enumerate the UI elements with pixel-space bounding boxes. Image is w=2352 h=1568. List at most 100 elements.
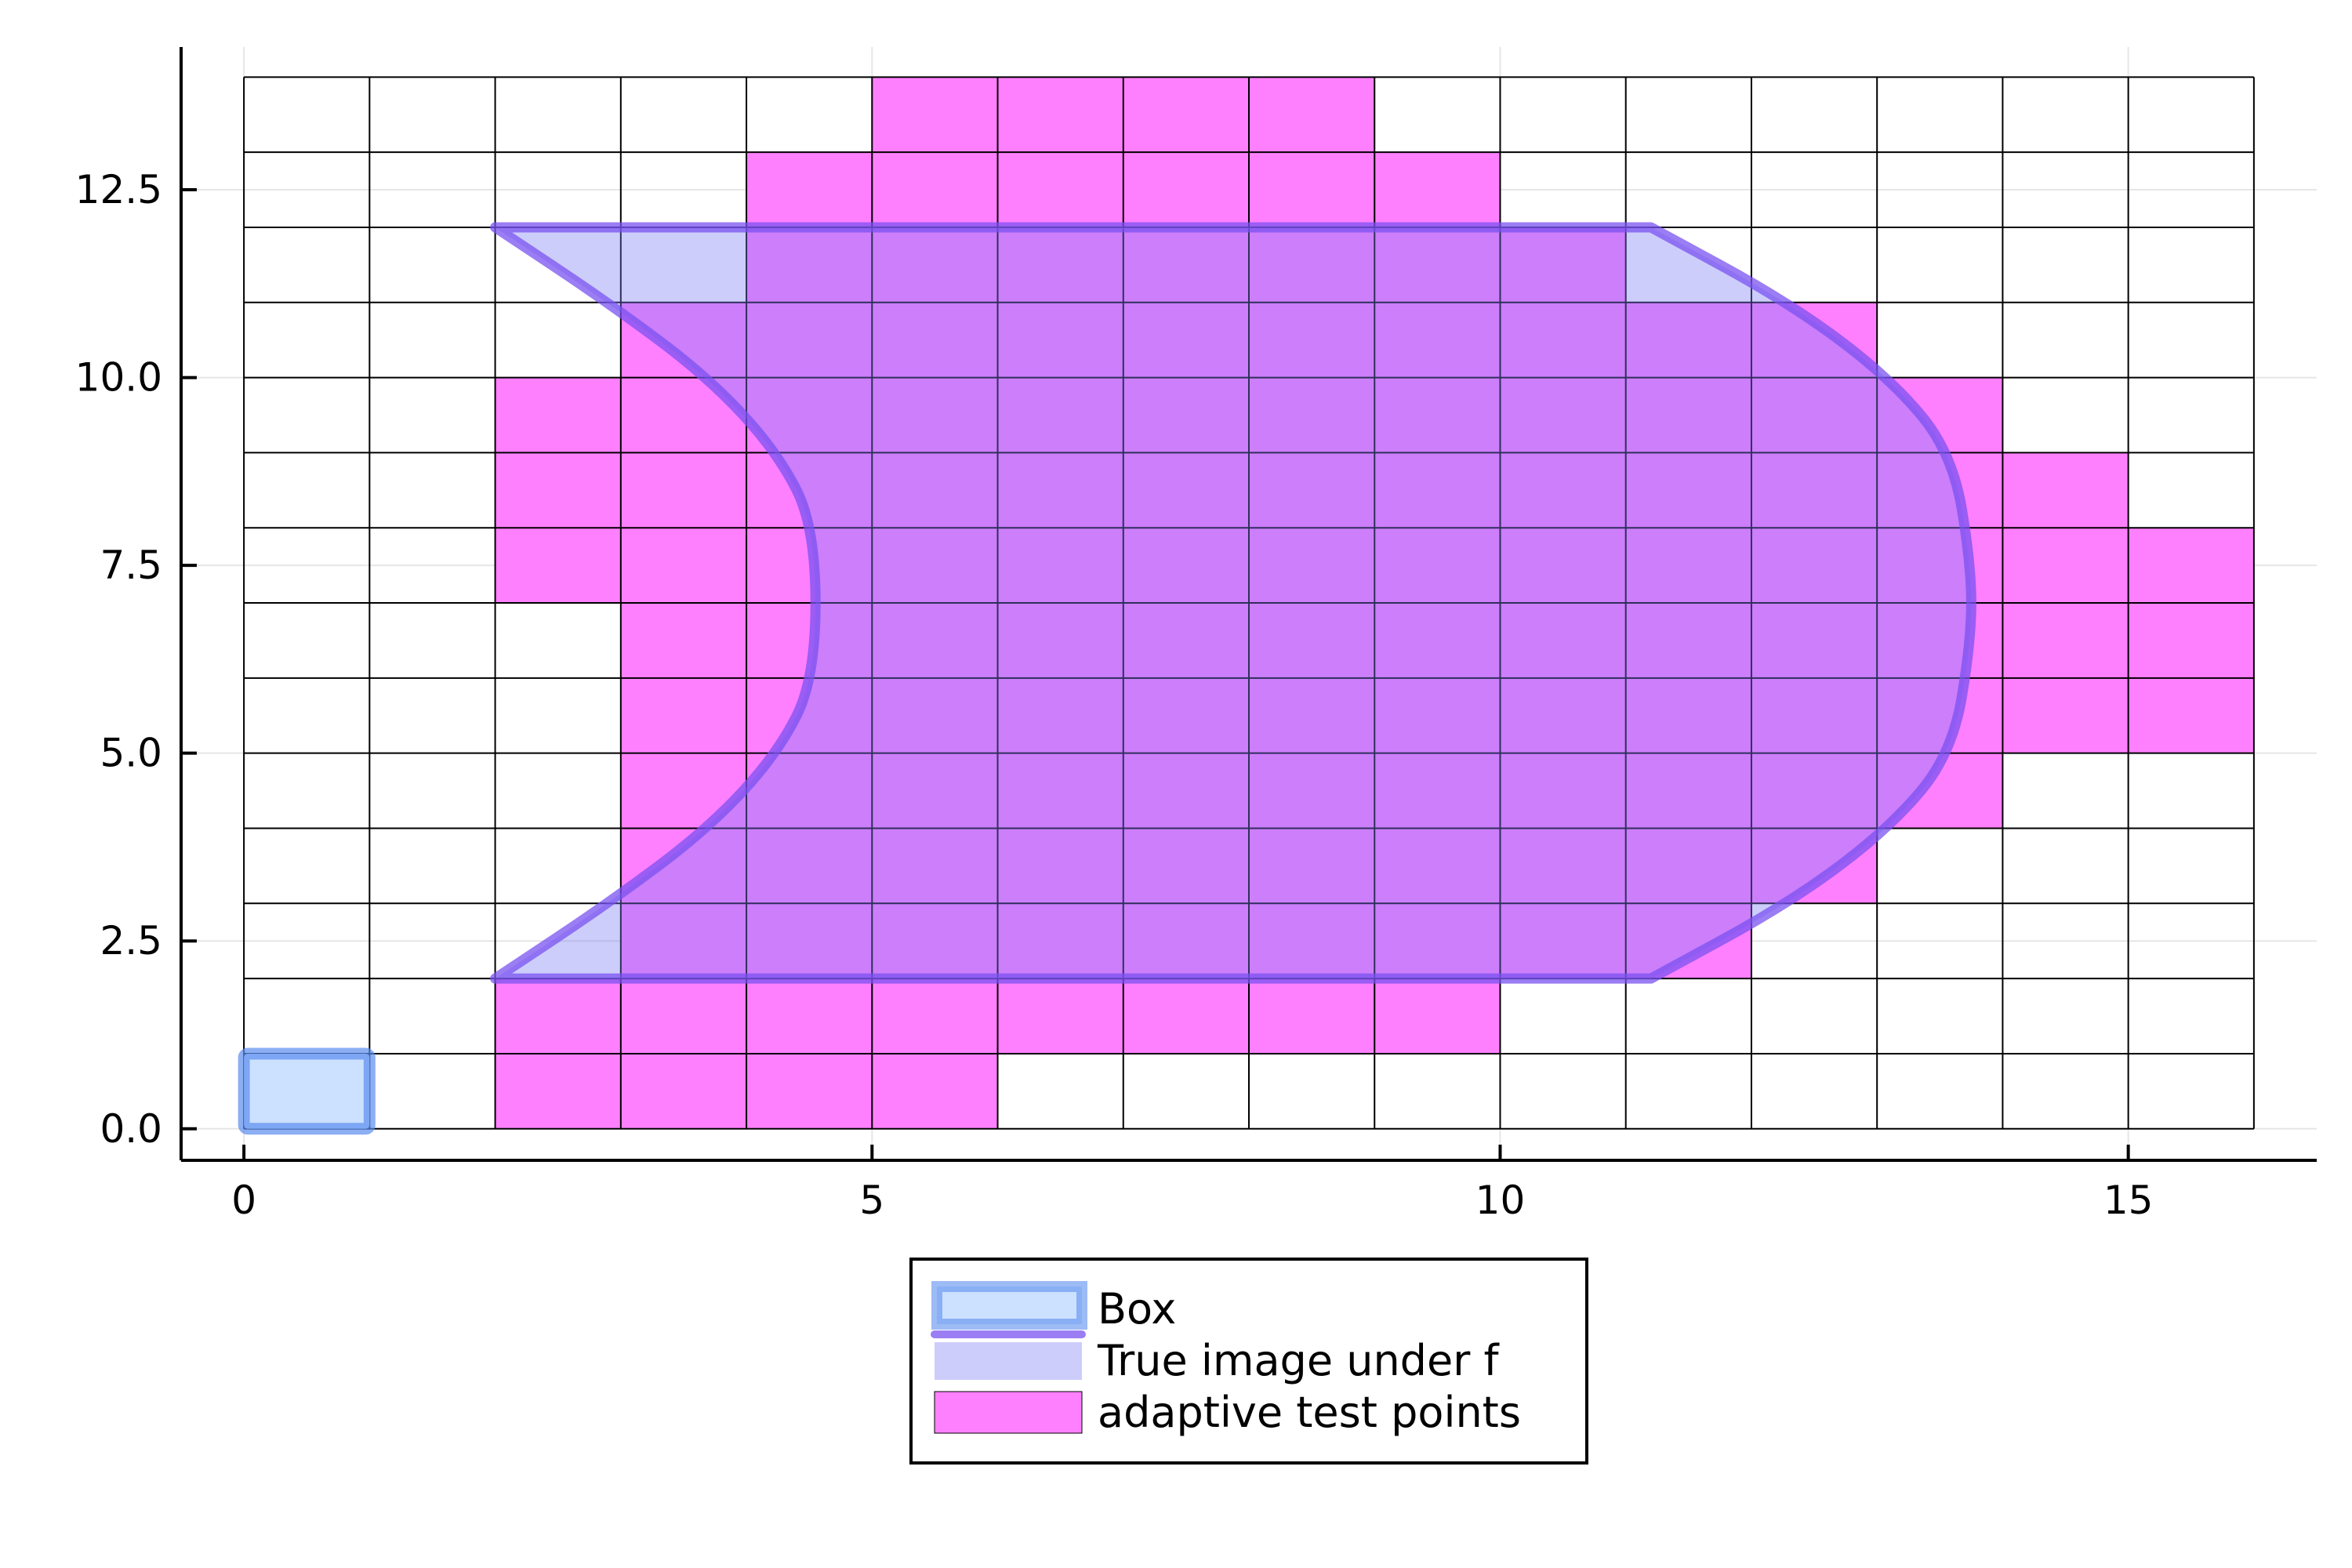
box-rectangle: [238, 1047, 376, 1135]
adaptive-cell: [1123, 377, 1249, 453]
adaptive-cell: [2002, 528, 2129, 604]
adaptive-cell: [997, 828, 1123, 904]
adaptive-cell: [1751, 603, 1878, 678]
adaptive-cell: [1625, 452, 1751, 528]
adaptive-cell: [997, 152, 1123, 227]
adaptive-cell: [1123, 452, 1249, 528]
adaptive-cell: [1249, 753, 1375, 829]
adaptive-cell: [495, 978, 621, 1054]
adaptive-cell: [2128, 677, 2254, 753]
adaptive-cell: [1500, 528, 1626, 604]
adaptive-cell: [746, 152, 873, 227]
adaptive-cell: [997, 227, 1123, 303]
adaptive-cell: [1625, 603, 1751, 678]
adaptive-cell: [872, 603, 998, 678]
adaptive-cell: [620, 528, 747, 604]
adaptive-cell: [1500, 828, 1626, 904]
adaptive-cell: [997, 302, 1123, 378]
legend-label-adaptive: adaptive test points: [1098, 1388, 1521, 1437]
adaptive-cell: [1123, 528, 1249, 604]
box-rect: [238, 1047, 376, 1135]
adaptive-cell: [872, 302, 998, 378]
adaptive-cell: [1877, 528, 2003, 604]
adaptive-cell: [872, 677, 998, 753]
adaptive-cell: [872, 452, 998, 528]
adaptive-cell: [495, 528, 621, 604]
adaptive-cell: [2002, 452, 2129, 528]
adaptive-cell: [495, 452, 621, 528]
adaptive-cell: [872, 528, 998, 604]
legend: Box True image under f adaptive test poi…: [909, 1258, 1588, 1465]
adaptive-cell: [2002, 603, 2129, 678]
adaptive-cell: [1751, 452, 1878, 528]
adaptive-cell: [1249, 978, 1375, 1054]
adaptive-cell: [1123, 77, 1249, 153]
adaptive-cell: [1374, 828, 1501, 904]
y-tick-label: 2.5: [100, 918, 162, 964]
adaptive-cell: [1249, 603, 1375, 678]
true-image-path: [490, 222, 1976, 984]
adaptive-cell: [2002, 677, 2129, 753]
adaptive-cell: [872, 1053, 998, 1129]
y-tick-label: 7.5: [100, 543, 162, 588]
adaptive-cell: [1751, 753, 1878, 829]
adaptive-cell: [872, 903, 998, 979]
adaptive-cell: [1374, 377, 1501, 453]
adaptive-cell: [1500, 903, 1626, 979]
true-image-region: [490, 222, 1976, 984]
adaptive-cell: [1374, 903, 1501, 979]
adaptive-cell: [1249, 377, 1375, 453]
adaptive-cell: [746, 227, 873, 303]
adaptive-cell: [1249, 227, 1375, 303]
adaptive-cell: [495, 1053, 621, 1129]
adaptive-cell: [1374, 152, 1501, 227]
y-tick-label: 12.5: [75, 167, 162, 212]
adaptive-cell: [872, 77, 998, 153]
adaptive-cell: [1123, 227, 1249, 303]
adaptive-cell: [997, 377, 1123, 453]
adaptive-cell: [1123, 978, 1249, 1054]
adaptive-cell: [872, 152, 998, 227]
adaptive-cell: [1374, 603, 1501, 678]
adaptive-cell: [1500, 227, 1626, 303]
adaptive-cell: [1249, 677, 1375, 753]
adaptive-cell: [1500, 452, 1626, 528]
adaptive-cell: [1123, 677, 1249, 753]
adaptive-cell: [872, 978, 998, 1054]
x-tick-label: 15: [2103, 1178, 2154, 1223]
adaptive-cell: [620, 677, 747, 753]
adaptive-cell: [997, 903, 1123, 979]
adaptive-cell: [1751, 528, 1878, 604]
legend-box-swatch: [931, 1281, 1087, 1330]
cell-borders: [243, 76, 2255, 1130]
adaptive-cell: [746, 903, 873, 979]
legend-label-true-image: True image under f: [1097, 1336, 1501, 1385]
adaptive-cell: [1625, 528, 1751, 604]
adaptive-cell: [1249, 903, 1375, 979]
adaptive-cell: [1625, 677, 1751, 753]
adaptive-cell: [1374, 452, 1501, 528]
adaptive-cell: [1374, 528, 1501, 604]
adaptive-cell: [1751, 828, 1878, 904]
adaptive-cell: [1877, 452, 2003, 528]
adaptive-cell: [1123, 903, 1249, 979]
adaptive-cell: [1751, 302, 1878, 378]
adaptive-cell: [872, 227, 998, 303]
y-tick-label: 0.0: [100, 1106, 162, 1152]
adaptive-cell: [1374, 677, 1501, 753]
adaptive-cell: [1500, 603, 1626, 678]
adaptive-cell: [1374, 978, 1501, 1054]
adaptive-cell: [1751, 677, 1878, 753]
legend-adaptive-swatch: [934, 1391, 1083, 1434]
adaptive-cell: [1249, 828, 1375, 904]
x-tick-label: 0: [231, 1178, 256, 1223]
adaptive-cell: [620, 452, 747, 528]
adaptive-cell: [1249, 77, 1375, 153]
adaptive-cell: [746, 302, 873, 378]
adaptive-cell: [1625, 377, 1751, 453]
adaptive-cell: [1249, 452, 1375, 528]
adaptive-cell: [997, 753, 1123, 829]
adaptive-cell: [1123, 753, 1249, 829]
adaptive-cell: [1123, 603, 1249, 678]
